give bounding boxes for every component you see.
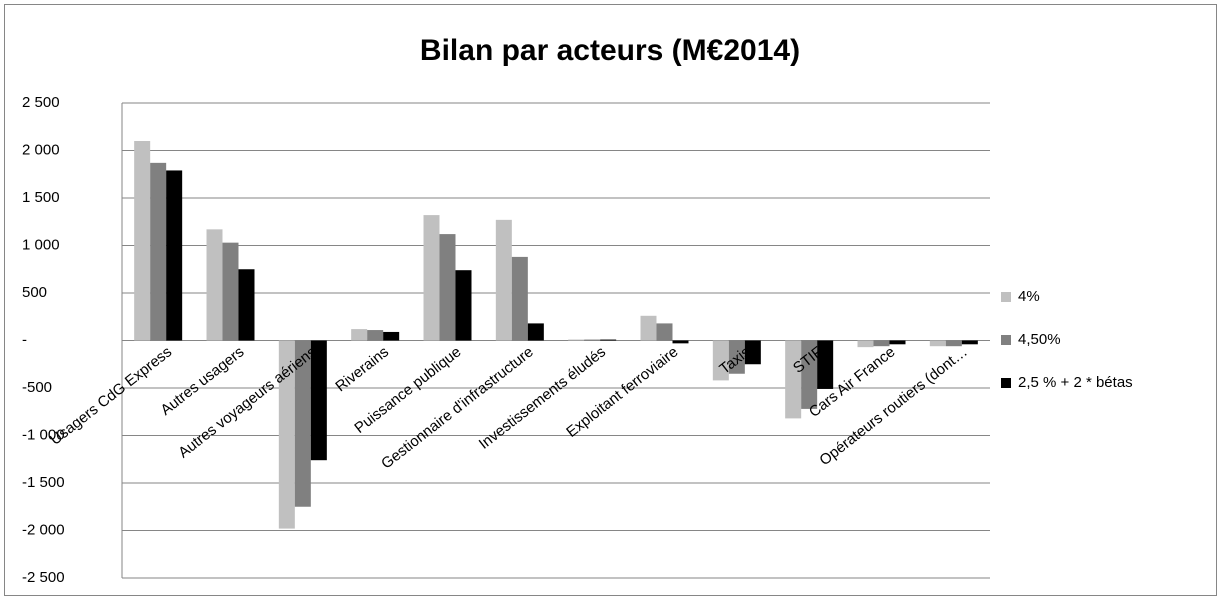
bar (801, 340, 818, 409)
legend-label: 4% (1018, 288, 1040, 305)
y-tick-label: -1 000 (22, 426, 65, 443)
bar (961, 340, 978, 345)
legend-label: 4,50% (1018, 331, 1061, 348)
legend-swatch (1001, 378, 1011, 388)
bar (294, 340, 311, 507)
bar (728, 340, 745, 374)
bar (367, 330, 384, 341)
bar (817, 340, 834, 389)
y-tick-label: 2 000 (22, 141, 60, 158)
bar (278, 340, 295, 529)
bar (945, 340, 962, 347)
bar (568, 339, 585, 341)
legend-label: 2,5 % + 2 * bétas (1018, 374, 1133, 391)
bar (423, 215, 440, 341)
bar (672, 340, 689, 344)
bar (712, 340, 729, 381)
bar (640, 315, 657, 341)
y-tick-label: 1 000 (22, 236, 60, 253)
y-tick-label: -500 (22, 379, 52, 396)
bar (439, 234, 456, 341)
bar (134, 141, 151, 341)
bar (511, 256, 528, 341)
bar (383, 331, 400, 341)
y-tick-label: -2 000 (22, 521, 65, 538)
bar (656, 323, 673, 341)
bar (455, 270, 472, 341)
legend-swatch (1001, 335, 1011, 345)
y-tick-label: 1 500 (22, 189, 60, 206)
bar (166, 170, 183, 341)
bar (785, 340, 802, 419)
bar (744, 340, 761, 365)
bar (495, 219, 512, 341)
bar (600, 339, 617, 341)
bar (150, 162, 167, 341)
bar (929, 340, 946, 347)
y-tick-label: -1 500 (22, 474, 65, 491)
bar (206, 229, 223, 341)
bar (873, 340, 890, 347)
bar (857, 340, 874, 348)
y-tick-label: -2 500 (22, 569, 65, 586)
bar (351, 329, 368, 341)
chart-title: Bilan par acteurs (M€2014) (420, 34, 800, 67)
bar (527, 323, 544, 341)
bar (222, 242, 239, 341)
bar (889, 340, 906, 345)
bar (584, 339, 601, 341)
bar (310, 340, 327, 461)
y-tick-label: 2 500 (22, 94, 60, 111)
legend-swatch (1001, 292, 1011, 302)
bar (238, 269, 255, 341)
y-tick-label: 500 (22, 284, 47, 301)
y-tick-label: - (22, 331, 27, 348)
